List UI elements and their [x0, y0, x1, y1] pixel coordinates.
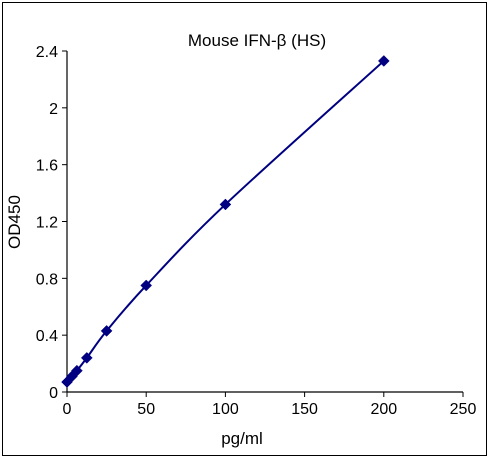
x-ticks: 0 50 100 150 200 250: [63, 392, 477, 418]
y-tick-label: 1.2: [36, 215, 58, 232]
x-axis-label: pg/ml: [221, 429, 263, 448]
y-tick-label: 0.4: [36, 328, 58, 345]
series-line: [66, 60, 385, 383]
data-point: [219, 198, 232, 211]
x-tick-label: 100: [212, 401, 239, 418]
y-tick-label: 0: [49, 385, 58, 402]
data-point: [71, 364, 83, 377]
y-ticks: 0 0.4 0.8 1.2 1.6 2 2.4: [36, 44, 67, 402]
data-point: [100, 325, 113, 337]
y-axis-label: OD450: [5, 195, 24, 249]
chart-title: Mouse IFN-β (HS): [188, 31, 326, 50]
data-point: [140, 279, 153, 292]
chart-svg: Mouse IFN-β (HS) OD450 pg/ml 0 50 100 150 20…: [5, 31, 477, 448]
series-group: [61, 55, 390, 388]
chart-frame: Mouse IFN-β (HS) OD450 pg/ml 0 50 100 150 20…: [2, 2, 487, 456]
y-tick-label: 1.6: [36, 158, 58, 175]
y-tick-label: 2.4: [36, 44, 58, 61]
y-tick-label: 0.8: [36, 271, 58, 288]
y-tick-label: 2: [49, 101, 58, 118]
data-point: [377, 55, 390, 67]
x-tick-label: 200: [370, 401, 397, 418]
data-point: [80, 352, 93, 364]
x-tick-label: 50: [137, 401, 155, 418]
x-tick-label: 0: [63, 401, 72, 418]
x-tick-label: 250: [450, 401, 477, 418]
x-tick-label: 150: [291, 401, 318, 418]
